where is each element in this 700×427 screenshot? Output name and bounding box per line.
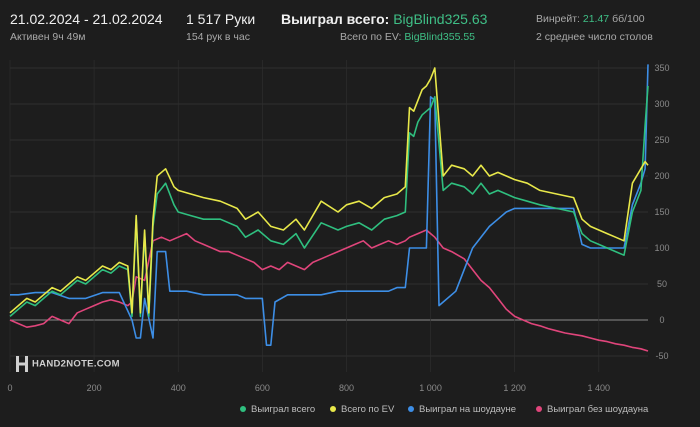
legend-dot (408, 406, 414, 413)
hand2note-logo-icon (16, 356, 28, 372)
x-tick-label: 1 200 (503, 383, 526, 393)
legend-item-won-total[interactable]: Выиграл всего (240, 404, 315, 415)
won-total-label: Выиграл всего: (281, 11, 390, 27)
active-duration: Активен 9ч 49м (10, 31, 86, 43)
y-tick-label: 200 (654, 171, 669, 181)
date-range: 21.02.2024 - 21.02.2024 (10, 11, 163, 27)
winrate-unit: бб/100 (612, 13, 645, 25)
hands-per-hour: 154 рук в час (186, 31, 250, 43)
x-tick-label: 400 (171, 383, 186, 393)
chart-grid (9, 60, 648, 372)
legend-dot (536, 406, 542, 413)
hand2note-logo-text: HAND2NOTE.COM (32, 358, 120, 370)
winrate-value: 21.47 (582, 13, 610, 25)
legend-label: Выиграл без шоудауна (547, 404, 649, 415)
y-tick-label: 300 (654, 99, 669, 109)
chart-series (9, 64, 649, 352)
y-tick-label: 50 (657, 279, 667, 289)
chart-legend: Выиграл всего Всего по EV Выиграл на шоу… (0, 404, 700, 420)
y-tick-label: 250 (654, 135, 669, 145)
showdown-line (10, 64, 649, 346)
legend-item-non-showdown[interactable]: Выиграл без шоудауна (536, 404, 648, 415)
won-total-value: BigBlind325.63 (393, 11, 488, 27)
won-total: Выиграл всего: BigBlind325.63 (281, 11, 487, 27)
winrate: Винрейт: 21.47 бб/100 (536, 13, 645, 25)
tables-average: 2 среднее число столов (536, 31, 653, 43)
legend-label: Всего по EV (341, 404, 395, 415)
y-tick-label: 350 (654, 63, 669, 73)
ev-total: Всего по EV: BigBlind355.55 (340, 31, 475, 43)
x-tick-label: 600 (255, 383, 270, 393)
legend-item-ev-total[interactable]: Всего по EV (330, 404, 394, 415)
chart-ticks: -50 0 50 100 150 200 250 300 350 0 200 400 600 800 1 0… (7, 63, 669, 393)
legend-item-showdown[interactable]: Выиграл на шоудауне (408, 404, 516, 415)
hands-count: 1 517 Руки (186, 11, 256, 27)
legend-label: Выиграл всего (251, 404, 316, 415)
x-tick-label: 0 (7, 383, 12, 393)
y-tick-label: 100 (654, 243, 669, 253)
x-tick-label: 1 400 (588, 383, 611, 393)
won-total-line (9, 85, 649, 318)
y-tick-label: 150 (654, 207, 669, 217)
x-tick-label: 1 000 (419, 383, 442, 393)
legend-label: Выиграл на шоудауне (419, 404, 517, 415)
legend-dot (330, 406, 336, 413)
legend-dot (240, 406, 246, 413)
winrate-label: Винрейт: (536, 13, 580, 25)
y-tick-label: 0 (659, 315, 664, 325)
x-tick-label: 800 (339, 383, 354, 393)
x-tick-label: 200 (87, 383, 102, 393)
ev-total-line (9, 67, 649, 314)
ev-total-label: Всего по EV: (340, 31, 402, 43)
non-showdown-line (9, 229, 649, 352)
ev-total-value: BigBlind355.55 (404, 31, 475, 43)
y-tick-label: -50 (655, 351, 668, 361)
hand2note-logo: HAND2NOTE.COM (16, 356, 120, 372)
